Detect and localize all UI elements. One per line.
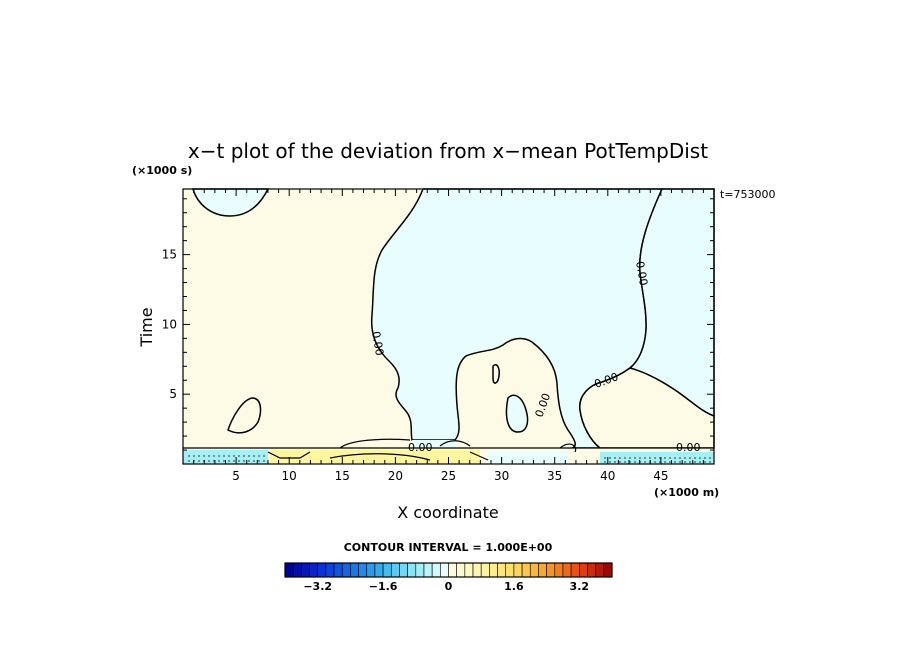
contour-label: 0.00: [633, 260, 650, 286]
colorbar-swatch: [284, 562, 294, 578]
colorbar-swatch: [415, 562, 425, 578]
axes: 5 10 15 20 25 30 35 40 45 5 10 15: [162, 189, 714, 483]
y-tick-label: 5: [169, 387, 177, 401]
colorbar-swatch: [529, 562, 539, 578]
y-tick-label: 15: [162, 248, 177, 262]
colorbar-swatch: [497, 562, 507, 578]
colorbar-swatch: [603, 562, 613, 578]
colorbar-swatch: [440, 562, 449, 578]
positive-island-left: [227, 397, 262, 434]
colorbar-swatch: [382, 562, 392, 578]
colorbar-swatch: [587, 562, 596, 578]
x-tick-label: 35: [547, 469, 562, 483]
colorbar-swatch: [358, 562, 368, 578]
x-unit-label: (×1000 m): [654, 486, 719, 499]
colorbar-swatch: [431, 562, 441, 578]
colorbar-frame: [284, 562, 613, 578]
contour-interval-label: CONTOUR INTERVAL = 1.000E+00: [344, 541, 553, 554]
colorbar-swatch: [399, 562, 408, 578]
contour-field: [183, 188, 715, 464]
colorbar-swatch: [521, 562, 531, 578]
bottom-band-cyan-right: [600, 452, 714, 464]
chart-title: x−t plot of the deviation from x−mean Po…: [188, 139, 708, 163]
y-unit-label: (×1000 s): [132, 164, 192, 177]
y-tick-label: 10: [162, 317, 177, 331]
colorbar-swatch: [390, 562, 400, 578]
time-stamp-label: t=753000: [720, 188, 776, 201]
contour-label: 0.00: [676, 441, 701, 454]
colorbar-swatch: [374, 562, 384, 578]
colorbar-swatch: [595, 562, 605, 578]
colorbar-swatch: [513, 562, 523, 578]
bottom-band-cyan-mid: [488, 452, 568, 464]
colorbar-swatch: [480, 562, 490, 578]
positive-island-center: [492, 364, 500, 384]
colorbar-swatch: [456, 562, 466, 578]
positive-island-oval: [505, 394, 529, 433]
bottom-band-contour: [183, 438, 714, 461]
colorbar-swatch: [562, 562, 572, 578]
colorbar-tick-label: −3.2: [303, 580, 332, 593]
colorbar-swatch: [578, 562, 588, 578]
x-tick-label: 20: [388, 469, 403, 483]
negative-region-bottom-middle: [412, 440, 455, 447]
colorbar-swatch: [317, 562, 327, 578]
colorbar-swatch: [341, 562, 351, 578]
x-tick-label: 5: [232, 469, 240, 483]
colorbar-swatch: [309, 562, 318, 578]
contour-label: 0.00: [369, 330, 386, 356]
colorbar-tick-label: 1.6: [504, 580, 524, 593]
colorbar-swatch: [570, 562, 580, 578]
colorbar-swatch: [554, 562, 564, 578]
colorbar-swatch: [472, 562, 482, 578]
colorbar-swatch: [407, 562, 417, 578]
colorbar-swatch: [423, 562, 433, 578]
colorbar-swatch: [350, 562, 359, 578]
colorbar-swatch: [333, 562, 343, 578]
x-tick-label: 30: [494, 469, 509, 483]
colorbar-tick-label: −1.6: [369, 580, 398, 593]
bottom-band-noise: [188, 455, 712, 463]
colorbar-tick-label: 0: [445, 580, 453, 593]
colorbar-swatch: [489, 562, 498, 578]
colorbar-swatch: [464, 562, 474, 578]
x-tick-label: 45: [653, 469, 668, 483]
positive-island-right: [579, 367, 715, 449]
colorbar-swatch: [325, 562, 335, 578]
colorbar-swatch: [505, 562, 515, 578]
x-axis-label: X coordinate: [397, 503, 498, 522]
x-tick-label: 25: [441, 469, 456, 483]
colorbar-swatch: [301, 562, 310, 578]
y-axis-label: Time: [137, 307, 156, 347]
contour-label: 0.00: [408, 441, 433, 454]
colorbar-tick-label: 3.2: [570, 580, 590, 593]
x-tick-label: 15: [335, 469, 350, 483]
colorbar-swatch: [366, 562, 376, 578]
negative-region-top-left: [192, 188, 270, 217]
x-tick-label: 10: [282, 469, 297, 483]
colorbar: −3.2 −1.6 0 1.6 3.2: [284, 562, 613, 593]
colorbar-swatch: [546, 562, 556, 578]
colorbar-swatch: [448, 562, 457, 578]
colorbar-swatch: [538, 562, 547, 578]
x-tick-label: 40: [600, 469, 615, 483]
colorbar-swatch: [292, 562, 302, 578]
